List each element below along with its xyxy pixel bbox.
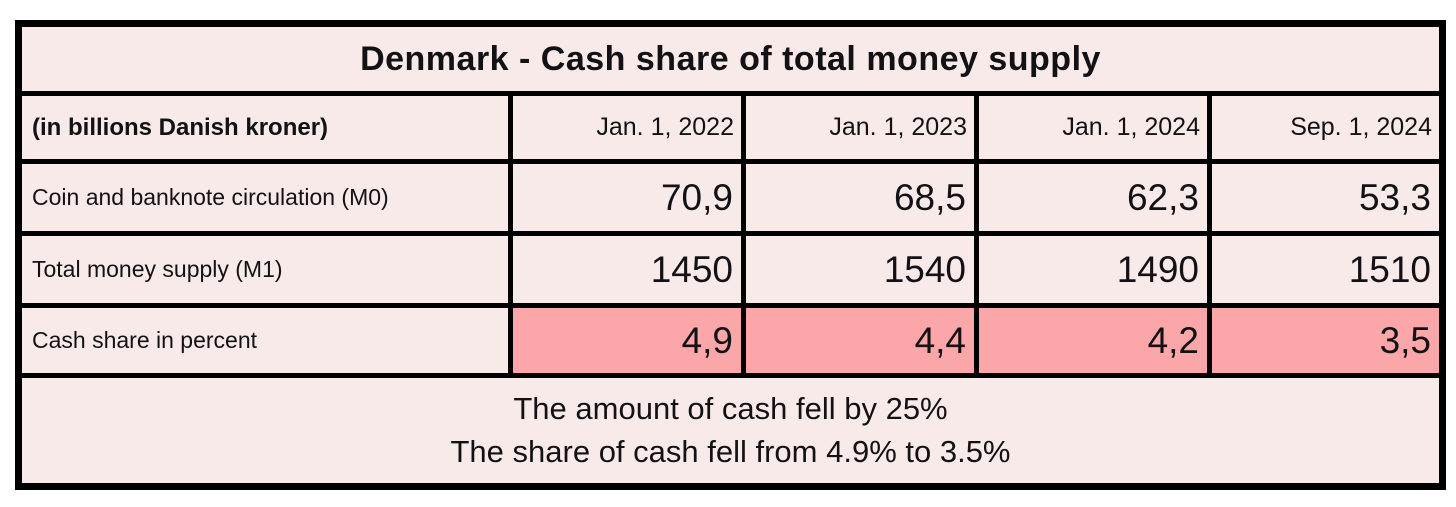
table-row-m0: Coin and banknote circulation (M0) 70,9 … [16,159,1445,236]
summary-line-1: The amount of cash fell by 25% [513,390,948,426]
table-row-cash-share: Cash share in percent 4,9 4,4 4,2 3,5 [16,303,1445,378]
cell-m1-sep-2024: 1510 [1207,231,1445,308]
row-label-m1: Total money supply (M1) [16,231,513,308]
table-row-m1: Total money supply (M1) 1450 1540 1490 1… [16,231,1445,308]
cell-cash-share-2023: 4,4 [741,303,979,378]
cash-share-table: Denmark - Cash share of total money supp… [15,20,1446,490]
column-header-jan-1-2024: Jan. 1, 2024 [974,91,1212,164]
cell-m1-2023: 1540 [741,231,979,308]
cell-m1-2024: 1490 [974,231,1212,308]
title-row: Denmark - Cash share of total money supp… [16,21,1445,96]
header-row: (in billions Danish kroner) Jan. 1, 2022… [16,91,1445,164]
row-label-m0: Coin and banknote circulation (M0) [16,159,513,236]
unit-label: (in billions Danish kroner) [16,91,513,164]
cell-m0-2023: 68,5 [741,159,979,236]
cell-m0-2022: 70,9 [508,159,746,236]
cell-m0-2024: 62,3 [974,159,1212,236]
cell-cash-share-2022: 4,9 [508,303,746,378]
summary-row: The amount of cash fell by 25% The share… [16,373,1445,489]
cell-m0-sep-2024: 53,3 [1207,159,1445,236]
cell-cash-share-sep-2024: 3,5 [1207,303,1445,378]
summary-note: The amount of cash fell by 25% The share… [16,373,1445,489]
column-header-jan-1-2023: Jan. 1, 2023 [741,91,979,164]
table-title: Denmark - Cash share of total money supp… [16,21,1445,96]
cell-m1-2022: 1450 [508,231,746,308]
column-header-sep-1-2024: Sep. 1, 2024 [1207,91,1445,164]
row-label-cash-share: Cash share in percent [16,303,513,378]
column-header-jan-1-2022: Jan. 1, 2022 [508,91,746,164]
cell-cash-share-2024: 4,2 [974,303,1212,378]
summary-line-2: The share of cash fell from 4.9% to 3.5% [450,433,1011,469]
